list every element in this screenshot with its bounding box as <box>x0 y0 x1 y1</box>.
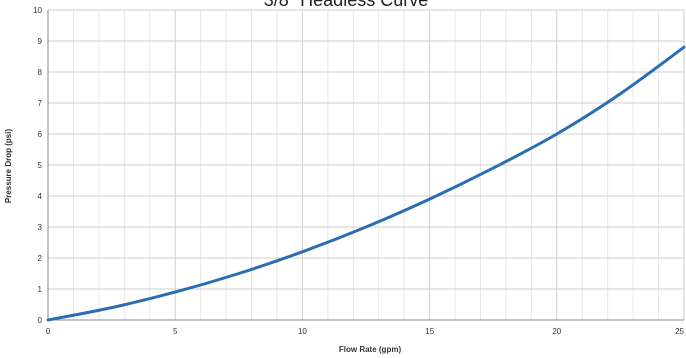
x-axis-label: Flow Rate (gpm) <box>339 345 402 354</box>
y-tick-label: 0 <box>38 316 43 325</box>
y-tick-label: 2 <box>38 254 43 263</box>
x-tick-label: 5 <box>173 327 178 336</box>
y-tick-label: 8 <box>38 68 43 77</box>
y-tick-label: 5 <box>38 161 43 170</box>
x-tick-label: 0 <box>46 327 51 336</box>
y-tick-label: 10 <box>33 6 42 15</box>
x-tick-label: 10 <box>298 327 307 336</box>
y-tick-label: 9 <box>38 37 43 46</box>
y-tick-label: 6 <box>38 130 43 139</box>
y-tick-label: 3 <box>38 223 43 232</box>
chart-grid <box>47 9 685 321</box>
y-tick-label: 7 <box>38 99 43 108</box>
y-tick-label: 1 <box>38 285 43 294</box>
x-tick-label: 20 <box>552 327 561 336</box>
y-tick-label: 4 <box>38 192 43 201</box>
y-axis-label: Pressure Drop (psi) <box>4 129 13 204</box>
x-tick-label: 25 <box>675 327 684 336</box>
x-tick-label: 15 <box>425 327 434 336</box>
chart-axes <box>47 10 684 321</box>
chart-series <box>46 45 686 322</box>
series-line <box>46 45 686 322</box>
chart-tick-labels: 0 5 10 15 20 25 0 1 2 3 4 5 6 7 8 9 10 <box>33 6 684 336</box>
chart-title: 3/8" Headless Curve <box>264 0 428 10</box>
